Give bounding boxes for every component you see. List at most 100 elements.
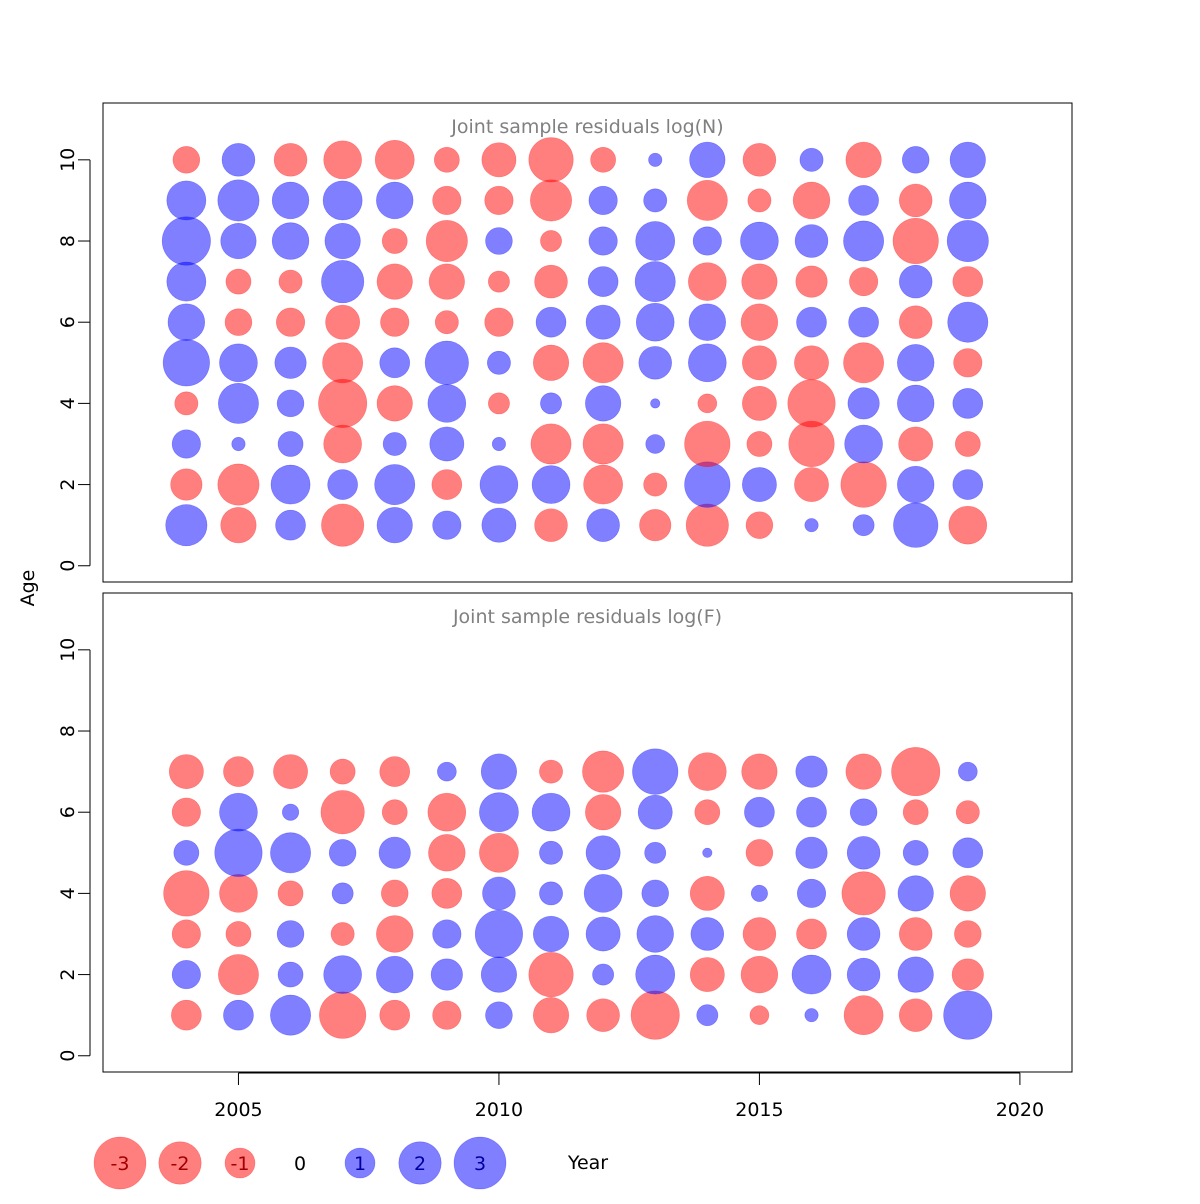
residual-bubble bbox=[165, 504, 208, 547]
residual-bubble bbox=[696, 1004, 719, 1027]
residual-bubble bbox=[274, 346, 307, 379]
residual-bubble bbox=[688, 303, 726, 341]
residual-bubble bbox=[270, 464, 311, 505]
residual-bubble bbox=[278, 269, 303, 294]
residual-bubble bbox=[532, 915, 570, 953]
residual-bubble bbox=[323, 140, 362, 180]
residual-bubble bbox=[323, 424, 362, 464]
residual-bubble bbox=[535, 306, 567, 338]
residual-bubble bbox=[531, 465, 571, 504]
residual-bubble bbox=[277, 431, 304, 457]
panel-1: Joint sample residuals log(N) 0 2 4 6 8 10 bbox=[57, 102, 1073, 583]
residual-bubble bbox=[430, 958, 463, 991]
residual-bubble bbox=[487, 350, 511, 375]
residual-bubble bbox=[323, 955, 362, 994]
residual-bubble bbox=[171, 919, 201, 949]
residual-bubble bbox=[688, 262, 727, 301]
residual-bubble bbox=[321, 503, 365, 547]
residual-bubble bbox=[479, 792, 519, 833]
residual-bubble bbox=[892, 217, 939, 265]
residual-bubble bbox=[891, 747, 941, 797]
residual-bubble bbox=[432, 1000, 462, 1030]
residual-bubble bbox=[949, 875, 986, 912]
residual-bubble bbox=[218, 954, 259, 996]
residual-bubble bbox=[796, 878, 827, 908]
residual-bubble bbox=[902, 839, 929, 866]
residual-bubble bbox=[630, 990, 680, 1040]
residual-bubble bbox=[330, 922, 355, 946]
residual-bubble bbox=[641, 879, 669, 908]
legend-label: -1 bbox=[231, 1153, 250, 1175]
residual-bubble bbox=[424, 340, 469, 385]
residual-bubble bbox=[428, 263, 465, 300]
residual-bubble bbox=[897, 384, 935, 423]
residual-bubble bbox=[639, 509, 672, 542]
residual-bubble bbox=[849, 267, 879, 297]
residual-bubble bbox=[897, 956, 934, 993]
x-tick-label: 2020 bbox=[996, 1099, 1044, 1121]
residual-bubble bbox=[740, 221, 779, 261]
residual-bubble bbox=[794, 467, 829, 502]
residual-bubble bbox=[643, 188, 668, 213]
residual-bubble bbox=[275, 509, 306, 541]
residual-bubble bbox=[431, 469, 463, 500]
residual-bubble bbox=[787, 379, 836, 428]
residual-bubble bbox=[846, 957, 881, 992]
residual-bubble bbox=[171, 999, 202, 1031]
residual-bubble bbox=[948, 505, 988, 545]
residual-bubble bbox=[320, 790, 365, 835]
residual-bubble bbox=[585, 385, 622, 422]
residual-bubble bbox=[171, 429, 201, 459]
residual-bubble bbox=[684, 420, 731, 468]
residual-bubble bbox=[951, 958, 984, 991]
residual-bubble bbox=[898, 183, 933, 218]
legend-label: 2 bbox=[414, 1153, 426, 1175]
residual-bubble bbox=[382, 432, 407, 456]
residual-bubble bbox=[218, 382, 259, 424]
legend: -3 -2 -1 0 1 2 3 bbox=[93, 1136, 507, 1190]
residual-bubble bbox=[586, 998, 620, 1032]
residual-bubble bbox=[379, 756, 411, 787]
legend-bubble bbox=[93, 1136, 147, 1190]
residual-bubble bbox=[694, 799, 721, 826]
residual-bubble bbox=[224, 308, 253, 336]
residual-bubble bbox=[534, 264, 568, 299]
residual-bubble bbox=[702, 847, 713, 858]
residual-bubble bbox=[170, 468, 203, 501]
residual-bubble bbox=[848, 306, 879, 338]
residual-bubble bbox=[328, 839, 357, 867]
residual-bubble bbox=[794, 345, 829, 381]
residual-bubble bbox=[636, 915, 674, 953]
residual-bubble bbox=[588, 226, 618, 256]
residual-bubble bbox=[742, 917, 777, 951]
residual-bubble bbox=[684, 461, 731, 508]
residual-bubble bbox=[380, 307, 410, 337]
residual-bubble bbox=[379, 999, 411, 1031]
residual-bubble bbox=[277, 961, 304, 988]
residual-bubble bbox=[163, 870, 210, 917]
residual-bubble bbox=[582, 750, 625, 793]
residual-bubble bbox=[952, 388, 984, 419]
residual-bubble bbox=[530, 423, 572, 465]
y-axis-label: Age bbox=[17, 570, 39, 607]
residual-bubble bbox=[530, 179, 573, 222]
residual-bubble bbox=[898, 305, 933, 339]
residual-bubble bbox=[219, 874, 258, 913]
residual-bubble bbox=[534, 508, 568, 542]
residual-bubble bbox=[223, 999, 254, 1031]
residual-bubble bbox=[376, 507, 413, 544]
residual-bubble bbox=[804, 518, 819, 533]
legend-label: -2 bbox=[171, 1153, 190, 1175]
residual-bubble bbox=[946, 220, 989, 262]
residual-bubble bbox=[432, 185, 462, 215]
legend-bubble bbox=[344, 1147, 376, 1179]
residual-bubble bbox=[635, 221, 676, 261]
residual-bubble bbox=[480, 956, 517, 993]
residual-bubble bbox=[324, 222, 361, 260]
residual-bubble bbox=[583, 464, 623, 505]
residual-bubble bbox=[795, 755, 828, 788]
residual-bubble bbox=[588, 185, 618, 215]
residual-bubble bbox=[329, 758, 356, 785]
residual-bubble bbox=[276, 389, 305, 418]
residual-bubble bbox=[846, 836, 881, 870]
